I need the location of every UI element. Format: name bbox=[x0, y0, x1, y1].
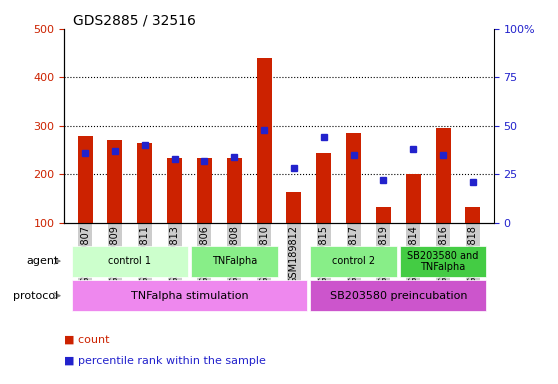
Bar bbox=[197, 158, 212, 223]
Bar bbox=[286, 192, 301, 223]
Text: TNFalpha stimulation: TNFalpha stimulation bbox=[131, 291, 248, 301]
Text: protocol: protocol bbox=[13, 291, 59, 301]
Bar bbox=[71, 246, 188, 276]
Bar bbox=[227, 158, 242, 223]
Bar bbox=[376, 207, 391, 223]
Bar bbox=[400, 246, 487, 276]
Text: SB203580 and
TNFalpha: SB203580 and TNFalpha bbox=[407, 251, 479, 271]
Text: control 1: control 1 bbox=[108, 256, 151, 266]
Bar bbox=[137, 143, 152, 223]
Text: SB203580 preincubation: SB203580 preincubation bbox=[330, 291, 467, 301]
Bar bbox=[78, 136, 93, 223]
Text: GDS2885 / 32516: GDS2885 / 32516 bbox=[73, 14, 196, 28]
Bar bbox=[71, 280, 307, 311]
Bar bbox=[108, 140, 122, 223]
Bar bbox=[346, 133, 361, 223]
Bar bbox=[316, 153, 331, 223]
Bar bbox=[465, 207, 480, 223]
Bar bbox=[406, 174, 421, 223]
Bar bbox=[310, 280, 487, 311]
Bar bbox=[167, 158, 182, 223]
Bar bbox=[191, 246, 277, 276]
Bar bbox=[310, 246, 397, 276]
Text: ■ percentile rank within the sample: ■ percentile rank within the sample bbox=[64, 356, 266, 366]
Text: control 2: control 2 bbox=[332, 256, 375, 266]
Text: ■ count: ■ count bbox=[64, 335, 110, 345]
Text: agent: agent bbox=[26, 256, 59, 266]
Bar bbox=[257, 58, 272, 223]
Text: TNFalpha: TNFalpha bbox=[211, 256, 257, 266]
Bar bbox=[436, 128, 450, 223]
